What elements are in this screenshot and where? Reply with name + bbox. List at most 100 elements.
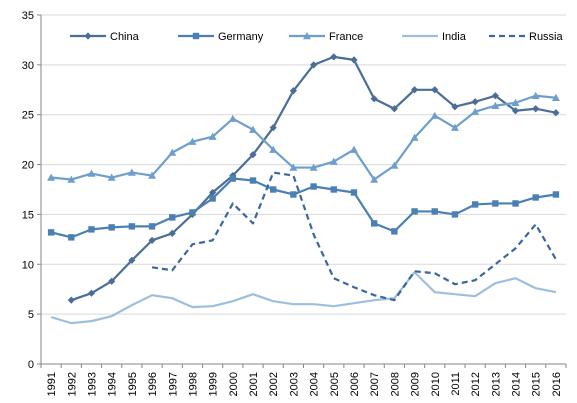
series-line bbox=[151, 171, 557, 302]
x-tick-label: 1999 bbox=[208, 372, 220, 396]
x-tick-label: 2002 bbox=[268, 372, 280, 396]
data-point bbox=[249, 177, 257, 184]
data-point bbox=[249, 125, 258, 133]
data-point bbox=[430, 111, 439, 119]
data-point bbox=[228, 114, 237, 122]
x-tick-label: 2016 bbox=[551, 372, 563, 396]
data-point bbox=[309, 61, 318, 69]
data-point bbox=[471, 107, 480, 115]
data-point bbox=[128, 256, 136, 264]
data-point bbox=[88, 226, 95, 233]
x-tick-label: 1992 bbox=[66, 372, 78, 396]
series-russia bbox=[151, 171, 557, 302]
data-point bbox=[511, 107, 520, 115]
data-point bbox=[471, 201, 479, 208]
data-point bbox=[491, 92, 499, 100]
data-point bbox=[148, 223, 156, 230]
data-point bbox=[349, 145, 358, 153]
data-point bbox=[68, 234, 75, 241]
legend-entry-france: France bbox=[289, 31, 363, 43]
data-point bbox=[309, 163, 318, 171]
data-point bbox=[169, 214, 176, 221]
data-point bbox=[289, 87, 298, 95]
data-point bbox=[512, 200, 519, 207]
series-line bbox=[70, 55, 557, 302]
legend-label: Russia bbox=[529, 31, 564, 43]
x-tick-label: 2008 bbox=[389, 372, 401, 396]
data-point bbox=[208, 132, 217, 140]
data-point bbox=[370, 220, 378, 227]
y-tick-label: 30 bbox=[22, 60, 34, 72]
data-point bbox=[350, 56, 358, 64]
data-point bbox=[303, 32, 311, 40]
x-tick-label: 1997 bbox=[167, 372, 179, 396]
data-point bbox=[552, 191, 560, 198]
x-tick-label: 2010 bbox=[430, 372, 442, 396]
legend-label: Germany bbox=[218, 31, 264, 43]
data-point bbox=[410, 133, 419, 141]
data-point bbox=[269, 124, 277, 132]
data-point bbox=[491, 101, 500, 109]
series-china bbox=[67, 53, 560, 304]
legend-entry-china: China bbox=[70, 31, 140, 43]
series-france bbox=[47, 91, 560, 183]
x-tick-label: 2001 bbox=[248, 372, 260, 396]
data-point bbox=[330, 53, 338, 61]
legend-entry-germany: Germany bbox=[178, 31, 264, 43]
series-line bbox=[50, 177, 557, 239]
data-point bbox=[451, 211, 459, 218]
data-point bbox=[290, 191, 297, 198]
data-point bbox=[431, 208, 438, 215]
legend: China Germany France India Russia bbox=[70, 31, 564, 43]
data-point bbox=[370, 175, 379, 183]
legend-entry-india: India bbox=[402, 31, 467, 43]
legend-label: China bbox=[110, 31, 140, 43]
data-point bbox=[551, 93, 560, 101]
data-point bbox=[390, 105, 398, 113]
x-tick-label: 2015 bbox=[531, 372, 543, 396]
data-point bbox=[350, 189, 358, 196]
data-point bbox=[270, 186, 277, 193]
data-point bbox=[391, 228, 398, 235]
axes: 0 5 10 15 20 25 30 35 1991 1992 1993 1994 1995 1996 19… bbox=[22, 10, 567, 396]
data-point bbox=[532, 194, 539, 201]
data-point bbox=[47, 229, 55, 236]
x-tick-label: 2004 bbox=[309, 372, 321, 396]
data-point bbox=[451, 103, 459, 111]
series-lines bbox=[47, 53, 560, 325]
data-point bbox=[289, 163, 298, 171]
legend-label: India bbox=[442, 31, 467, 43]
data-point bbox=[87, 169, 96, 177]
data-point bbox=[390, 161, 399, 169]
x-tick-label: 1991 bbox=[46, 372, 58, 396]
data-point bbox=[209, 188, 217, 197]
x-tick-label: 1996 bbox=[147, 372, 159, 396]
data-point bbox=[209, 195, 216, 202]
x-tick-label: 1993 bbox=[86, 372, 98, 396]
data-point bbox=[188, 137, 197, 145]
x-tick-label: 2003 bbox=[288, 372, 300, 396]
x-tick-label: 2011 bbox=[450, 372, 462, 396]
legend-entry-russia: Russia bbox=[489, 31, 564, 43]
x-tick-label: 2014 bbox=[511, 372, 523, 396]
y-tick-label: 25 bbox=[22, 110, 34, 122]
data-point bbox=[87, 289, 96, 297]
data-point bbox=[168, 229, 176, 237]
data-point bbox=[310, 183, 317, 190]
data-point bbox=[67, 175, 76, 183]
data-point bbox=[128, 223, 136, 230]
x-tick-label: 2012 bbox=[470, 372, 482, 396]
gridlines bbox=[41, 14, 566, 315]
data-point bbox=[148, 236, 156, 244]
y-tick-label: 20 bbox=[22, 160, 34, 172]
data-point bbox=[411, 208, 418, 215]
y-tick-label: 35 bbox=[22, 10, 34, 22]
data-point bbox=[329, 157, 338, 165]
x-tick-label: 2007 bbox=[369, 372, 381, 396]
data-point bbox=[229, 175, 237, 182]
data-point bbox=[531, 91, 540, 99]
data-point bbox=[67, 296, 75, 304]
series-line bbox=[50, 94, 557, 181]
data-point bbox=[471, 98, 479, 106]
x-tick-label: 1995 bbox=[127, 372, 139, 396]
